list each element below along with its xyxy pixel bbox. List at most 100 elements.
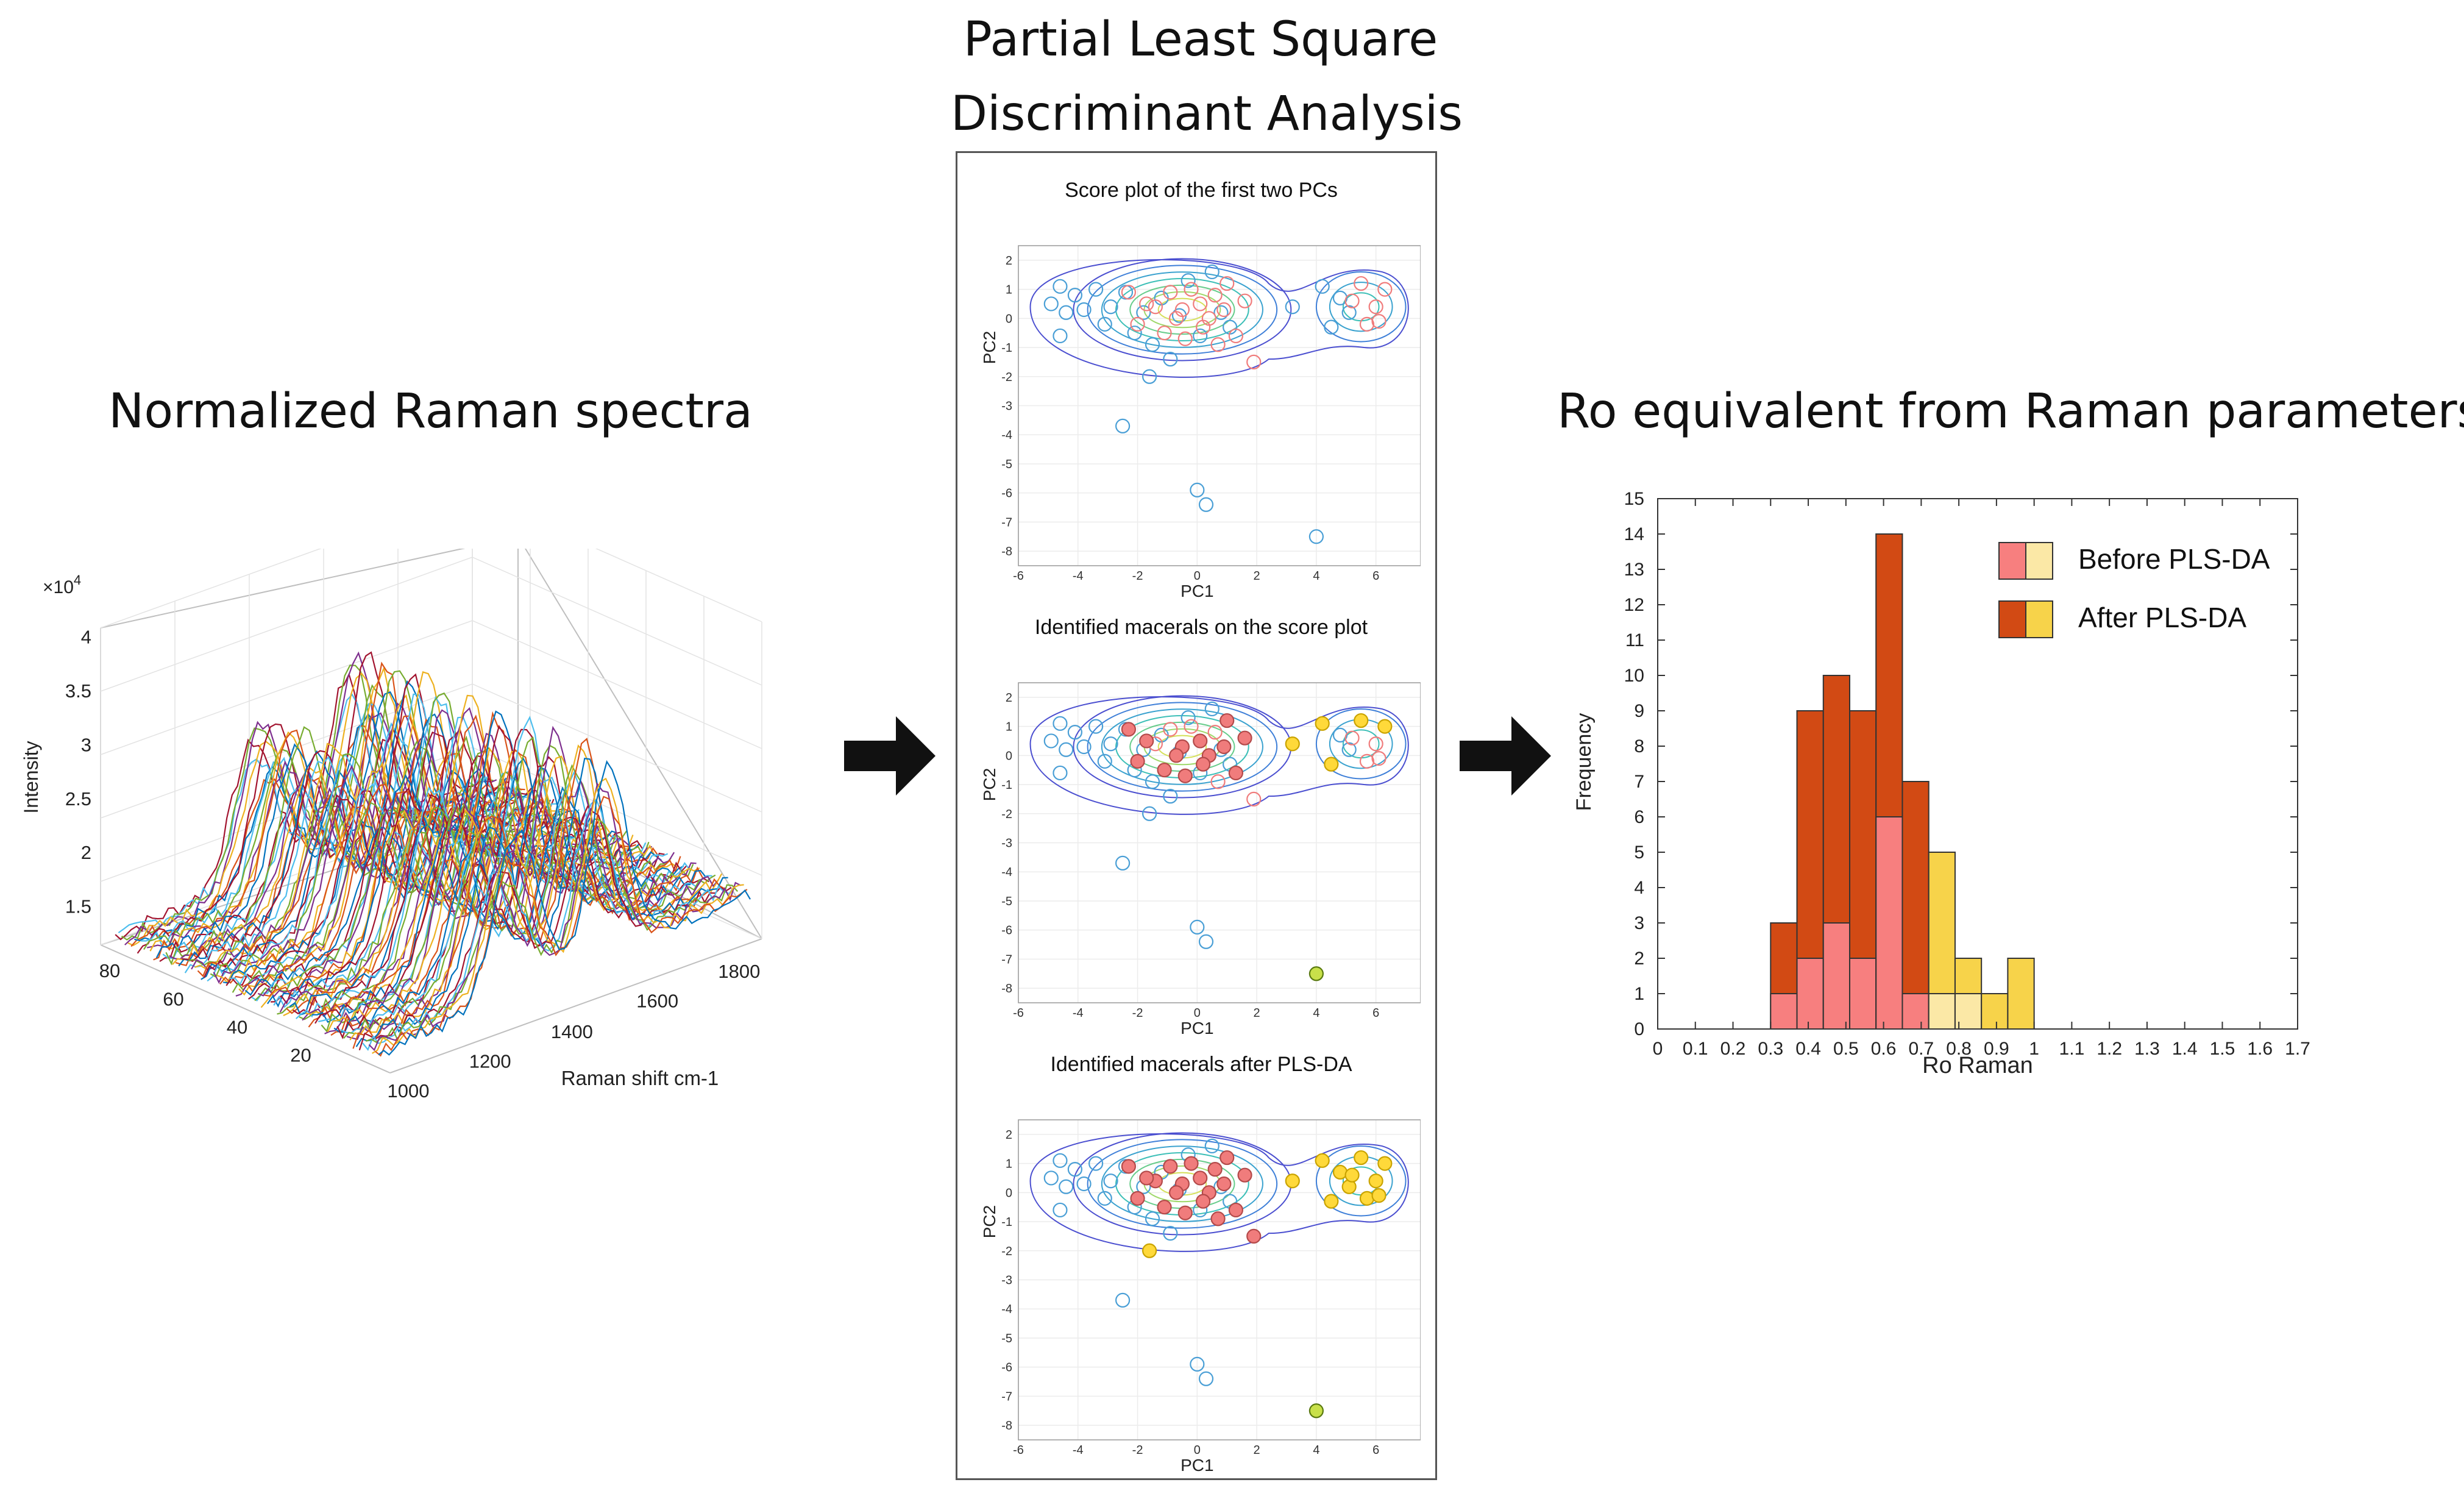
score-x-tick: 2 <box>1254 1006 1260 1020</box>
score-point <box>1053 765 1068 781</box>
score-point <box>1053 279 1068 294</box>
z-tick-label: 2.5 <box>65 788 91 810</box>
score-point <box>1237 730 1252 746</box>
score-point <box>1207 1162 1223 1177</box>
arrow-right-icon-2 <box>1460 716 1551 796</box>
score-y-tick: 1 <box>1006 283 1012 297</box>
score-point <box>1324 1194 1339 1209</box>
score-y-tick: -1 <box>1001 778 1012 792</box>
score-y-tick: -1 <box>1001 341 1012 355</box>
score-point <box>1359 316 1375 332</box>
score-point <box>1059 1179 1074 1194</box>
score-point <box>1115 418 1131 434</box>
hist-y-tick: 10 <box>1624 666 1644 686</box>
score-x-label: PC1 <box>1181 1019 1213 1036</box>
score-point <box>1103 1173 1118 1189</box>
spectra-gridline <box>100 549 762 628</box>
density-contour <box>1315 708 1407 780</box>
before-bar <box>1770 993 1798 1030</box>
score-point <box>1163 789 1178 804</box>
score-y-tick: 2 <box>1006 691 1012 705</box>
score-point <box>1076 302 1092 318</box>
score-point <box>1097 316 1112 332</box>
density-contour <box>1129 284 1235 335</box>
score-point <box>1193 733 1208 749</box>
score-point <box>1053 716 1068 731</box>
score-y-tick: -6 <box>1001 924 1012 938</box>
score-point <box>1145 774 1160 789</box>
hist-x-tick: 0.9 <box>1984 1039 2009 1059</box>
density-contour <box>1315 271 1407 343</box>
score-x-tick: -4 <box>1073 1006 1084 1020</box>
score-point <box>1139 1170 1154 1186</box>
spectra-heading: Normalized Raman spectra <box>108 384 753 439</box>
score-y-tick: -1 <box>1001 1216 1012 1229</box>
score-point <box>1377 719 1393 734</box>
score-y-tick: 2 <box>1006 1128 1012 1142</box>
legend-after-label: After PLS-DA <box>2078 602 2246 633</box>
before-bar <box>1901 993 1930 1030</box>
score-point <box>1359 753 1375 769</box>
score-point <box>1190 1356 1205 1372</box>
score-point <box>1163 352 1178 367</box>
score-point <box>1354 1150 1369 1166</box>
hist-x-tick: 0.1 <box>1683 1039 1708 1059</box>
z-tick-label: 1.5 <box>65 896 91 917</box>
score-x-tick: -2 <box>1132 1006 1143 1020</box>
score-point <box>1204 1138 1220 1154</box>
y-tick-label: 60 <box>163 988 183 1009</box>
score-point <box>1371 313 1386 329</box>
score-point <box>1181 273 1196 288</box>
score-point <box>1181 710 1196 725</box>
score-plot-axes: -6 -4 -2 0 2 4 6 2 1 0 -1 -2 -3 -4 -5 -6 -7 -8 PC1 PC2 <box>982 1119 1421 1473</box>
z-tick-label: 4 <box>81 627 91 648</box>
y-tick-label: 80 <box>99 960 120 981</box>
score-point <box>1207 288 1223 303</box>
after-bar <box>1901 781 1930 1030</box>
score-point <box>1157 1200 1172 1215</box>
score-x-tick: 4 <box>1313 569 1319 583</box>
score-point <box>1157 326 1172 341</box>
score-y-label: PC2 <box>982 1205 999 1238</box>
score-point <box>1354 713 1369 728</box>
y-tick-label: 40 <box>227 1017 247 1038</box>
hist-x-tick: 0 <box>1653 1039 1663 1059</box>
score-point <box>1053 1202 1068 1218</box>
score-point <box>1246 791 1262 807</box>
score-point <box>1136 305 1151 320</box>
arrow-right-icon <box>844 716 936 796</box>
hist-x-tick: 0.2 <box>1720 1039 1746 1059</box>
score-point <box>1196 1194 1211 1209</box>
score-point <box>1076 739 1092 755</box>
score-point <box>1139 296 1154 312</box>
hist-x-tick: 1 <box>2029 1039 2039 1059</box>
score-x-tick: -4 <box>1073 1444 1084 1457</box>
score-frame <box>1018 1119 1421 1440</box>
score-y-tick: -6 <box>1001 1361 1012 1375</box>
score-plot-axes: -6 -4 -2 0 2 4 6 2 1 0 -1 -2 -3 -4 -5 -6 -7 -8 PC1 PC2 <box>982 245 1421 599</box>
score-y-tick: -3 <box>1001 1274 1012 1287</box>
outer-contour <box>1029 696 1409 815</box>
score-point <box>1198 1371 1214 1386</box>
score-point <box>1169 311 1184 326</box>
score-y-tick: -7 <box>1001 953 1012 966</box>
score-y-tick: -8 <box>1001 982 1012 995</box>
hist-y-tick: 15 <box>1624 489 1644 509</box>
score-point <box>1332 1164 1348 1180</box>
ro-heading: Ro equivalent from Raman parameters <box>1557 384 2464 439</box>
score-point <box>1368 736 1383 752</box>
score-point <box>1246 354 1262 370</box>
score-point <box>1190 919 1205 935</box>
score-frame <box>1018 682 1421 1003</box>
score-y-tick: -3 <box>1001 837 1012 850</box>
hist-x-tick: 1.5 <box>2210 1039 2235 1059</box>
score-point <box>1228 1202 1243 1218</box>
score-point <box>1308 529 1324 544</box>
hist-x-tick: 1.4 <box>2172 1039 2198 1059</box>
z-tick-label: 2 <box>81 842 91 863</box>
score-point <box>1088 1156 1104 1171</box>
score-y-tick: -2 <box>1001 1245 1012 1258</box>
spectrum-line <box>336 816 709 1039</box>
density-contour <box>1087 265 1278 355</box>
score-point <box>1163 285 1178 300</box>
